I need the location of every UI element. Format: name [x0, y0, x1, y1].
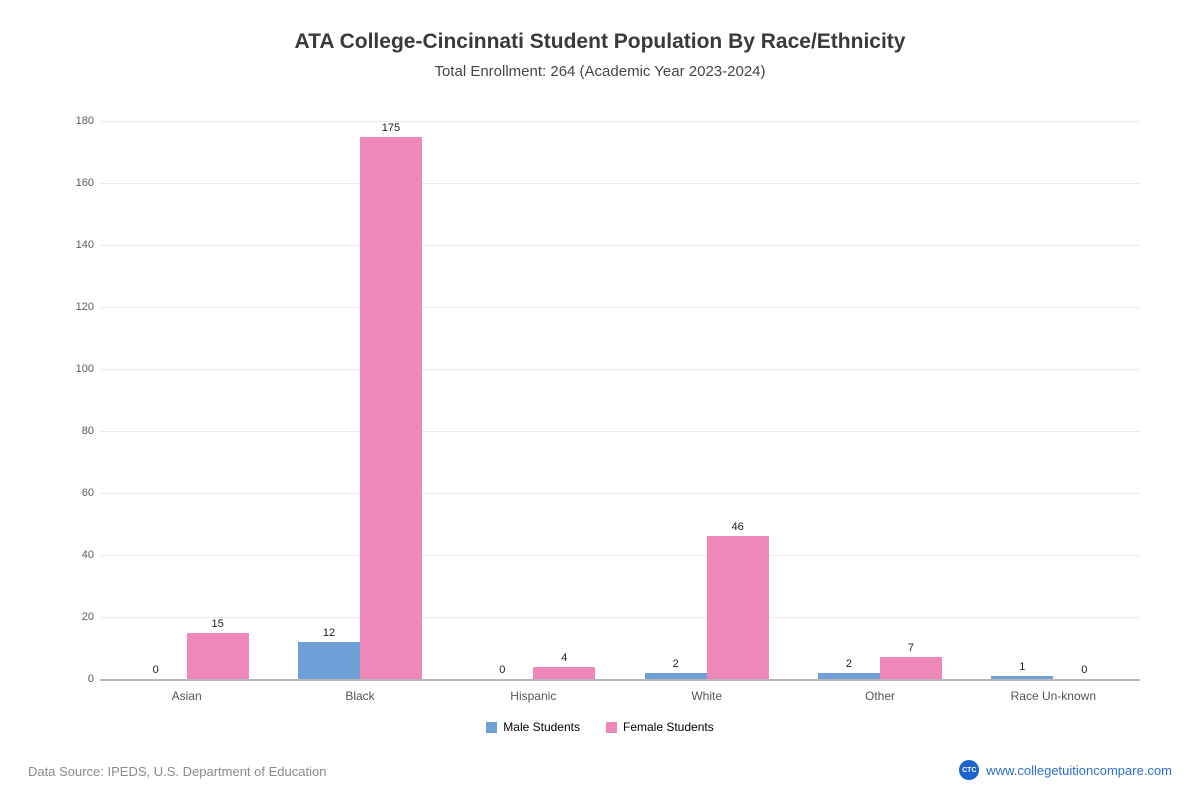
bar-male-students-black — [297, 641, 360, 679]
x-category-label: Hispanic — [510, 689, 557, 703]
bar-value-label: 15 — [211, 617, 224, 630]
gridline — [100, 555, 1140, 556]
bar-column: 0 — [1053, 121, 1115, 679]
y-tick-label: 180 — [75, 115, 94, 127]
bar-column: 0 — [125, 121, 187, 679]
gridline — [100, 431, 1140, 432]
x-category-label: Black — [345, 689, 375, 703]
gridline — [100, 307, 1140, 308]
gridline — [100, 245, 1140, 246]
y-tick-label: 20 — [81, 611, 94, 623]
gridline — [100, 183, 1140, 184]
bar-group-hispanic: 0 4 Hispanic — [447, 121, 620, 703]
bar-group-other: 2 7 Other — [793, 121, 966, 703]
plot-area: 0 15 Asian 12 175 Black 0 4 Hispanic 2 46 White 2 7 Ot… — [100, 121, 1140, 703]
y-tick-label: 100 — [75, 363, 94, 375]
legend-item-female-students[interactable]: Female Students — [606, 720, 714, 734]
data-source-text: Data Source: IPEDS, U.S. Department of E… — [28, 764, 327, 779]
legend-swatch-icon — [486, 721, 498, 733]
bar-column: 15 — [186, 121, 249, 679]
y-tick-label: 40 — [81, 549, 94, 561]
bar-female-students-white — [706, 536, 769, 679]
bar-column: 12 — [297, 121, 360, 679]
chart-subtitle: Total Enrollment: 264 (Academic Year 202… — [434, 63, 766, 80]
legend-swatch-icon — [606, 721, 617, 733]
bar-group-white: 2 46 White — [620, 121, 793, 703]
bar-female-students-hispanic — [533, 666, 596, 679]
legend: Male Students Female Students — [0, 720, 1200, 734]
bar-male-students-white — [644, 672, 707, 679]
bar-column: 7 — [879, 121, 942, 679]
y-tick-label: 140 — [75, 239, 94, 251]
bar-value-label: 2 — [672, 657, 679, 670]
bar-column: 4 — [533, 121, 596, 679]
bar-female-students-asian — [186, 632, 249, 679]
y-tick-label: 160 — [75, 177, 94, 189]
ctc-logo-icon: CTC — [959, 760, 980, 780]
site-credit: CTC www.collegetuitioncompare.com — [959, 760, 1172, 780]
y-axis: 0 20 40 60 80 100 120 140 160 180 — [58, 115, 94, 685]
x-category-label: Other — [864, 689, 895, 703]
bar-value-label: 175 — [381, 121, 401, 134]
bar-value-label: 46 — [731, 521, 744, 534]
chart-title: ATA College-Cincinnati Student Populatio… — [294, 30, 906, 53]
x-category-label: Race Un-known — [1010, 689, 1096, 703]
bar-column: 2 — [644, 121, 707, 679]
bar-column: 2 — [817, 121, 880, 679]
bar-column: 175 — [359, 121, 422, 679]
bar-male-students-race-un-known — [991, 675, 1054, 679]
y-tick-label: 0 — [87, 673, 94, 685]
bar-value-label: 4 — [561, 651, 568, 664]
bar-value-label: 0 — [152, 664, 159, 676]
bar-value-label: 2 — [845, 657, 853, 670]
legend-label: Female Students — [623, 720, 714, 734]
bar-column: 1 — [991, 121, 1054, 679]
legend-item-male-students[interactable]: Male Students — [486, 720, 580, 734]
bar-male-students-other — [817, 672, 880, 679]
y-tick-label: 120 — [75, 301, 94, 313]
gridline — [100, 493, 1140, 494]
bar-value-label: 1 — [1019, 660, 1026, 673]
y-tick-label: 60 — [81, 487, 94, 499]
bar-value-label: 0 — [499, 664, 506, 676]
gridline — [100, 369, 1140, 370]
bar-value-label: 7 — [907, 642, 915, 655]
bar-group-black: 12 175 Black — [273, 121, 446, 703]
y-tick-label: 80 — [81, 425, 94, 437]
site-link[interactable]: www.collegetuitioncompare.com — [986, 762, 1172, 778]
bar-column: 0 — [471, 121, 533, 679]
bar-value-label: 0 — [1081, 664, 1088, 676]
bar-column: 46 — [706, 121, 769, 679]
bar-value-label: 12 — [322, 626, 336, 639]
x-category-label: Asian — [171, 689, 202, 703]
bar-group-race-un-known: 1 0 Race Un-known — [967, 121, 1140, 703]
legend-label: Male Students — [503, 720, 580, 734]
gridline — [100, 617, 1140, 618]
bar-female-students-black — [359, 136, 422, 679]
gridline — [100, 121, 1140, 122]
bar-female-students-other — [879, 657, 942, 679]
bar-group-asian: 0 15 Asian — [100, 121, 273, 703]
x-category-label: White — [691, 689, 722, 703]
